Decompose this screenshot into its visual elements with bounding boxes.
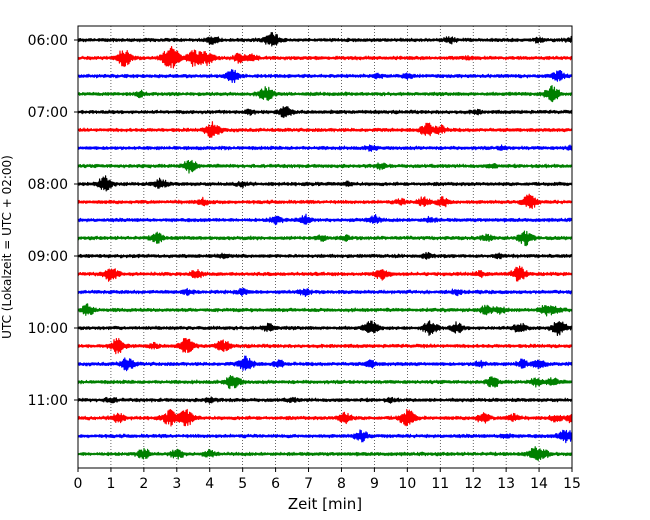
trace-0945 xyxy=(77,303,573,317)
trace-1145 xyxy=(77,446,573,462)
trace-1130 xyxy=(77,429,573,444)
plot-frame xyxy=(77,25,573,469)
trace-0815 xyxy=(77,193,573,210)
y-axis-ticks: 06:00 07:00 08:00 09:00 10:00 11:00 xyxy=(28,33,78,409)
trace-0600 xyxy=(77,32,573,47)
trace-1100 xyxy=(77,396,573,404)
y-tick-label: 10:00 xyxy=(28,321,68,337)
x-tick-label: 13 xyxy=(497,476,515,492)
trace-0745 xyxy=(77,159,573,174)
trace-1030 xyxy=(77,355,573,372)
x-tick-label: 6 xyxy=(271,476,280,492)
trace-1000 xyxy=(77,320,573,337)
trace-0715 xyxy=(77,121,573,138)
trace-0900 xyxy=(77,251,573,260)
trace-0630 xyxy=(77,69,573,84)
x-tick-label: 15 xyxy=(563,476,581,492)
y-tick-label: 06:00 xyxy=(28,33,68,49)
trace-0915 xyxy=(77,265,573,282)
x-tick-label: 7 xyxy=(304,476,313,492)
x-tick-label: 3 xyxy=(172,476,181,492)
x-tick-label: 2 xyxy=(139,476,148,492)
x-tick-label: 10 xyxy=(398,476,416,492)
x-tick-label: 9 xyxy=(370,476,379,492)
trace-0830 xyxy=(77,213,573,226)
y-tick-label: 11:00 xyxy=(28,393,68,409)
trace-0800 xyxy=(77,175,573,192)
x-tick-label: 5 xyxy=(238,476,247,492)
trace-0730 xyxy=(77,144,573,152)
trace-0700 xyxy=(77,105,573,119)
x-axis-ticks: 0 1 2 3 4 5 6 7 8 9 10 11 12 13 14 15 xyxy=(74,468,581,492)
x-tick-label: 12 xyxy=(464,476,482,492)
x-tick-label: 0 xyxy=(74,476,83,492)
x-tick-label: 8 xyxy=(337,476,346,492)
trace-0845 xyxy=(77,230,573,247)
y-tick-label: 09:00 xyxy=(28,249,68,265)
x-axis-label: Zeit [min] xyxy=(288,495,362,513)
trace-1015 xyxy=(77,337,573,355)
trace-1045 xyxy=(77,375,573,390)
x-tick-label: 14 xyxy=(530,476,548,492)
y-tick-label: 08:00 xyxy=(28,177,68,193)
trace-0615 xyxy=(77,46,573,69)
y-tick-label: 07:00 xyxy=(28,105,68,121)
trace-0930 xyxy=(77,287,573,298)
x-tick-label: 11 xyxy=(431,476,449,492)
x-tick-label: 1 xyxy=(106,476,115,492)
x-tick-label: 4 xyxy=(205,476,214,492)
y-axis-label: UTC (Lokalzeit = UTC + 02:00) xyxy=(0,155,14,339)
trace-0645 xyxy=(77,85,573,103)
trace-1115 xyxy=(77,408,573,427)
trace-lines xyxy=(77,32,573,462)
